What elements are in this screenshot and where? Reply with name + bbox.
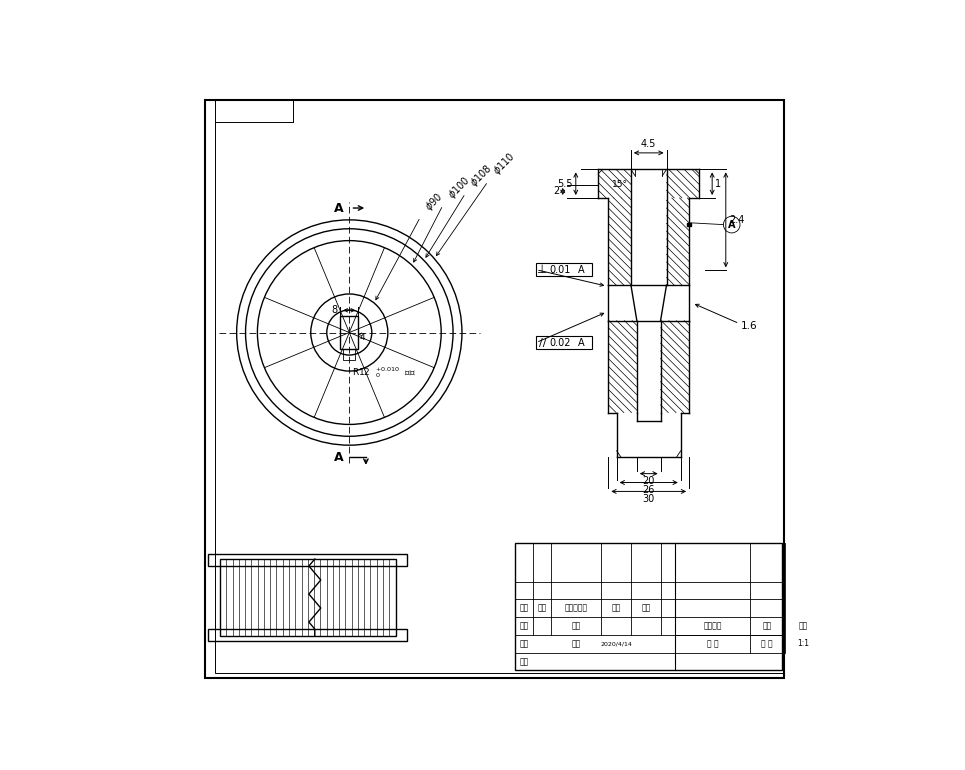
Text: A: A	[728, 219, 735, 229]
Text: 重量: 重量	[762, 621, 772, 631]
Text: $\phi$100: $\phi$100	[445, 173, 473, 202]
Text: 15°: 15°	[612, 180, 628, 189]
Text: 更改文件号: 更改文件号	[565, 604, 588, 613]
Text: 2020/4/14: 2020/4/14	[600, 641, 632, 646]
Text: $\phi$110: $\phi$110	[490, 150, 518, 179]
Text: 标批: 标批	[571, 621, 581, 631]
Text: 1:1: 1:1	[797, 639, 809, 648]
Text: A: A	[578, 337, 585, 347]
Text: R12  $^{+0.010}_{0}$  鼻尾: R12 $^{+0.010}_{0}$ 鼻尾	[352, 365, 416, 380]
Text: $\phi$108: $\phi$108	[467, 162, 496, 190]
Text: 30: 30	[643, 494, 655, 504]
Text: ⊥: ⊥	[538, 263, 548, 276]
Text: 0.01: 0.01	[550, 265, 571, 275]
Text: 26: 26	[643, 485, 655, 495]
Bar	[537, 336, 593, 349]
Text: 4.5: 4.5	[641, 139, 656, 149]
Text: A: A	[334, 450, 344, 464]
Bar	[537, 263, 593, 276]
Text: 审核: 审核	[519, 639, 529, 648]
Text: A: A	[334, 202, 344, 215]
Text: 0.02: 0.02	[550, 337, 571, 347]
Text: 图样标记: 图样标记	[703, 621, 722, 631]
Bar	[208, 554, 407, 566]
Text: $\phi$90: $\phi$90	[423, 190, 447, 214]
Bar	[341, 316, 358, 349]
Text: 4: 4	[360, 333, 366, 342]
Text: 2.4: 2.4	[729, 215, 744, 225]
Text: 批出: 批出	[519, 621, 529, 631]
Text: 工艺: 工艺	[519, 657, 529, 666]
Bar	[220, 559, 396, 636]
Text: 5.5: 5.5	[558, 179, 573, 189]
Bar	[208, 629, 407, 641]
Text: 20: 20	[643, 476, 655, 486]
Text: 日期: 日期	[571, 639, 581, 648]
Text: 共 页: 共 页	[706, 639, 718, 648]
Text: 2: 2	[554, 186, 560, 196]
Text: 1.6: 1.6	[741, 320, 758, 330]
Text: 签字: 签字	[612, 604, 620, 613]
Bar	[344, 349, 355, 360]
Bar	[515, 543, 782, 671]
Text: //: //	[538, 337, 546, 347]
Text: 1: 1	[715, 179, 721, 189]
Text: 比例: 比例	[798, 621, 808, 631]
Text: 8: 8	[331, 305, 338, 315]
Text: 标记: 标记	[519, 604, 529, 613]
Text: 日期: 日期	[641, 604, 650, 613]
Text: 数量: 数量	[538, 604, 546, 613]
Text: 第 页: 第 页	[761, 639, 773, 648]
Text: A: A	[578, 265, 585, 275]
